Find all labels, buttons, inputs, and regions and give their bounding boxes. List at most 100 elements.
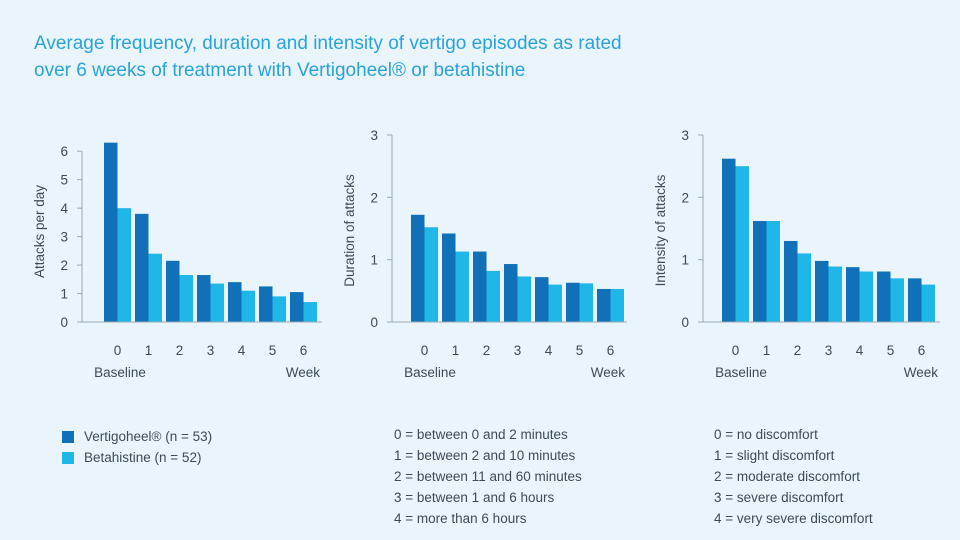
y-tick-label: 3 <box>60 230 68 245</box>
legend-item-betahistine: Betahistine (n = 52) <box>62 447 212 468</box>
bar-vertigoheel <box>753 221 767 322</box>
x-tick-label: 4 <box>545 343 553 358</box>
bar-vertigoheel <box>259 286 273 322</box>
x-label-baseline: Baseline <box>715 365 767 380</box>
bar-betahistine <box>179 275 193 322</box>
bar-vertigoheel <box>908 278 922 322</box>
x-label-baseline: Baseline <box>94 365 146 380</box>
chart-title: Average frequency, duration and intensit… <box>34 30 734 84</box>
intensity-note: 4 = very severe discomfort <box>714 511 873 526</box>
bar-betahistine <box>797 253 811 322</box>
bar-vertigoheel <box>597 288 611 322</box>
bar-vertigoheel <box>411 214 425 322</box>
bar-betahistine <box>303 302 317 322</box>
legend-swatch-vertigoheel <box>62 430 74 443</box>
bar-vertigoheel <box>722 158 736 322</box>
x-tick-label: 2 <box>483 343 491 358</box>
intensity-note: 1 = slight discomfort <box>714 448 835 463</box>
bar-betahistine <box>859 271 873 322</box>
bar-betahistine <box>517 276 531 322</box>
x-tick-label: 6 <box>918 343 926 358</box>
duration-note: 0 = between 0 and 2 minutes <box>394 427 568 442</box>
x-tick-label: 4 <box>238 343 246 358</box>
y-tick-label: 6 <box>60 144 68 159</box>
bar-vertigoheel <box>815 260 829 322</box>
x-label-week: Week <box>904 365 939 380</box>
x-tick-label: 4 <box>856 343 864 358</box>
bar-betahistine <box>455 251 469 322</box>
bar-vertigoheel <box>135 213 149 322</box>
y-tick-label: 0 <box>60 315 68 330</box>
y-tick-label: 2 <box>370 190 378 205</box>
y-tick-label: 1 <box>60 287 68 302</box>
x-label-week: Week <box>591 365 626 380</box>
intensity-note: 0 = no discomfort <box>714 427 818 442</box>
y-tick-label: 2 <box>681 190 689 205</box>
bar-vertigoheel <box>166 260 180 322</box>
x-tick-label: 3 <box>514 343 522 358</box>
y-axis-label: Duration of attacks <box>342 174 357 287</box>
x-tick-label: 5 <box>576 343 584 358</box>
duration-note: 4 = more than 6 hours <box>394 511 527 526</box>
bar-vertigoheel <box>566 282 580 322</box>
bar-vertigoheel <box>228 282 242 322</box>
x-tick-label: 1 <box>145 343 153 358</box>
duration-note: 1 = between 2 and 10 minutes <box>394 448 576 463</box>
bar-vertigoheel <box>504 264 518 322</box>
bar-betahistine <box>610 288 624 322</box>
y-tick-label: 3 <box>681 128 689 143</box>
duration-note: 2 = between 11 and 60 minutes <box>394 469 582 484</box>
legend-item-vertigoheel: Vertigoheel® (n = 53) <box>62 426 212 447</box>
title-line-2: over 6 weeks of treatment with Vertigohe… <box>34 60 526 81</box>
bar-betahistine <box>548 284 562 322</box>
y-axis-label: Intensity of attacks <box>653 174 668 286</box>
x-tick-label: 6 <box>607 343 615 358</box>
bar-betahistine <box>424 227 438 322</box>
legend: Vertigoheel® (n = 53) Betahistine (n = 5… <box>62 426 212 468</box>
intensity-note: 2 = moderate discomfort <box>714 469 860 484</box>
x-tick-label: 0 <box>114 343 122 358</box>
x-tick-label: 2 <box>176 343 184 358</box>
x-tick-label: 1 <box>452 343 460 358</box>
bar-betahistine <box>148 253 162 322</box>
y-tick-label: 0 <box>681 315 689 330</box>
x-label-week: Week <box>286 365 321 380</box>
bar-vertigoheel <box>535 277 549 322</box>
bar-betahistine <box>735 166 749 322</box>
x-tick-label: 0 <box>421 343 429 358</box>
y-tick-label: 4 <box>60 201 68 216</box>
legend-swatch-betahistine <box>62 451 74 464</box>
y-tick-label: 0 <box>370 315 378 330</box>
bar-vertigoheel <box>877 271 891 322</box>
bar-betahistine <box>921 284 935 322</box>
bar-betahistine <box>486 270 500 322</box>
x-tick-label: 2 <box>794 343 802 358</box>
bar-betahistine <box>210 283 224 322</box>
y-tick-label: 1 <box>681 253 689 268</box>
x-label-baseline: Baseline <box>404 365 456 380</box>
x-tick-label: 5 <box>887 343 895 358</box>
y-tick-label: 2 <box>60 258 68 273</box>
bar-betahistine <box>272 296 286 322</box>
bar-betahistine <box>241 290 255 322</box>
duration-note: 3 = between 1 and 6 hours <box>394 490 555 505</box>
y-tick-label: 5 <box>60 173 68 188</box>
x-tick-label: 5 <box>269 343 277 358</box>
bar-vertigoheel <box>104 142 118 322</box>
x-tick-label: 3 <box>825 343 833 358</box>
x-tick-label: 3 <box>207 343 215 358</box>
bar-vertigoheel <box>473 251 487 322</box>
y-axis-label: Attacks per day <box>32 185 47 278</box>
x-tick-label: 1 <box>763 343 771 358</box>
intensity-note: 3 = severe discomfort <box>714 490 844 505</box>
bar-betahistine <box>579 283 593 322</box>
title-line-1: Average frequency, duration and intensit… <box>34 33 622 54</box>
y-tick-label: 3 <box>370 128 378 143</box>
bar-betahistine <box>890 278 904 322</box>
bar-vertigoheel <box>846 267 860 322</box>
legend-label-vertigoheel: Vertigoheel® (n = 53) <box>84 429 213 444</box>
intensity-scale-notes: 0 = no discomfort 1 = slight discomfort … <box>714 424 873 529</box>
legend-label-betahistine: Betahistine (n = 52) <box>84 450 202 465</box>
bar-vertigoheel <box>197 275 211 322</box>
